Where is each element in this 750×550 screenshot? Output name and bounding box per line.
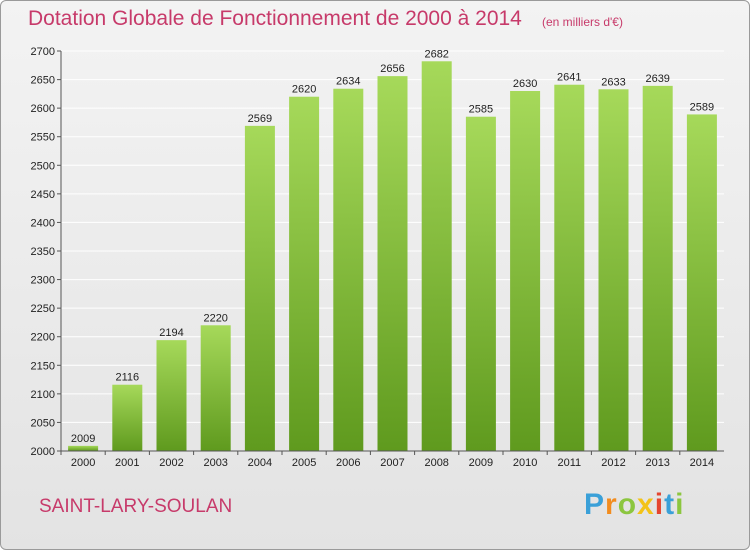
- x-tick-label-2009: 2009: [469, 457, 493, 469]
- y-tick-label-2050: 2050: [31, 417, 55, 429]
- y-axis: 2000 2050 2100 2150 2200 2250 2300 2350 2400 2450…: [31, 46, 62, 458]
- x-tick-label-2012: 2012: [601, 457, 625, 469]
- x-tick-label-2005: 2005: [292, 457, 316, 469]
- x-tick-label-2001: 2001: [115, 457, 139, 469]
- value-label-2005: 2620: [292, 84, 316, 96]
- y-tick-label-2350: 2350: [31, 246, 55, 258]
- x-tick-label-2008: 2008: [424, 457, 448, 469]
- y-tick-label-2150: 2150: [31, 360, 55, 372]
- x-tick-label-2004: 2004: [248, 457, 272, 469]
- y-tick-label-2000: 2000: [31, 446, 55, 458]
- proxiti-logo: Proxiti: [584, 488, 685, 521]
- x-tick-label-2006: 2006: [336, 457, 360, 469]
- value-label-2014: 2589: [690, 101, 714, 113]
- bar-2010: [510, 91, 541, 451]
- value-label-2000: 2009: [71, 433, 95, 445]
- value-label-2002: 2194: [159, 327, 183, 339]
- y-tick-label-2500: 2500: [31, 160, 55, 172]
- value-label-2007: 2656: [380, 63, 404, 75]
- x-tick-label-2002: 2002: [159, 457, 183, 469]
- value-label-2011: 2641: [557, 72, 581, 84]
- x-tick-label-2014: 2014: [690, 457, 714, 469]
- commune-name: SAINT-LARY-SOULAN: [39, 496, 233, 517]
- x-tick-label-2011: 2011: [557, 457, 581, 469]
- bar-2001: [112, 384, 143, 451]
- bar-2003: [200, 325, 231, 451]
- bar-2007: [377, 76, 408, 452]
- y-tick-label-2100: 2100: [31, 389, 55, 401]
- x-tick-label-2003: 2003: [203, 457, 227, 469]
- x-tick-label-2007: 2007: [380, 457, 404, 469]
- bar-2002: [156, 340, 187, 451]
- value-label-2010: 2630: [513, 78, 537, 90]
- value-label-2013: 2639: [645, 73, 669, 85]
- value-label-2003: 2220: [203, 312, 227, 324]
- bar-2004: [244, 125, 275, 451]
- x-tick-label-2000: 2000: [71, 457, 95, 469]
- bar-2006: [333, 88, 364, 451]
- bar-2013: [642, 85, 673, 451]
- value-label-2009: 2585: [469, 104, 493, 116]
- chart-title: Dotation Globale de Fonctionnement de 20…: [28, 7, 522, 30]
- bar-2012: [598, 89, 629, 452]
- bar-2000: [68, 445, 99, 451]
- x-tick-label-2013: 2013: [645, 457, 669, 469]
- bar-2011: [554, 84, 585, 451]
- value-label-2008: 2682: [424, 48, 448, 60]
- value-label-2001: 2116: [115, 372, 139, 384]
- x-axis: 2000 2001 2002 2003 2004 2005 2006 2007 2008 2009…: [60, 450, 724, 469]
- bar-2008: [421, 61, 452, 452]
- bars: 2009 2116 2194 2220 2569 2620 2634 2656 2682 2585…: [68, 48, 717, 452]
- y-tick-label-2450: 2450: [31, 189, 55, 201]
- bar-2005: [289, 96, 320, 451]
- y-tick-label-2600: 2600: [31, 103, 55, 115]
- x-tick-label-2010: 2010: [513, 457, 537, 469]
- y-tick-label-2550: 2550: [31, 132, 55, 144]
- value-label-2012: 2633: [601, 76, 625, 88]
- value-label-2004: 2569: [248, 113, 272, 125]
- y-tick-label-2700: 2700: [31, 46, 55, 58]
- bar-2009: [465, 116, 496, 451]
- y-tick-label-2400: 2400: [31, 217, 55, 229]
- y-tick-label-2200: 2200: [31, 332, 55, 344]
- y-tick-label-2300: 2300: [31, 275, 55, 287]
- bar-2014: [686, 114, 717, 451]
- y-tick-label-2650: 2650: [31, 75, 55, 87]
- value-label-2006: 2634: [336, 76, 360, 88]
- y-tick-label-2250: 2250: [31, 303, 55, 315]
- unit-label: (en milliers d'€): [542, 15, 623, 29]
